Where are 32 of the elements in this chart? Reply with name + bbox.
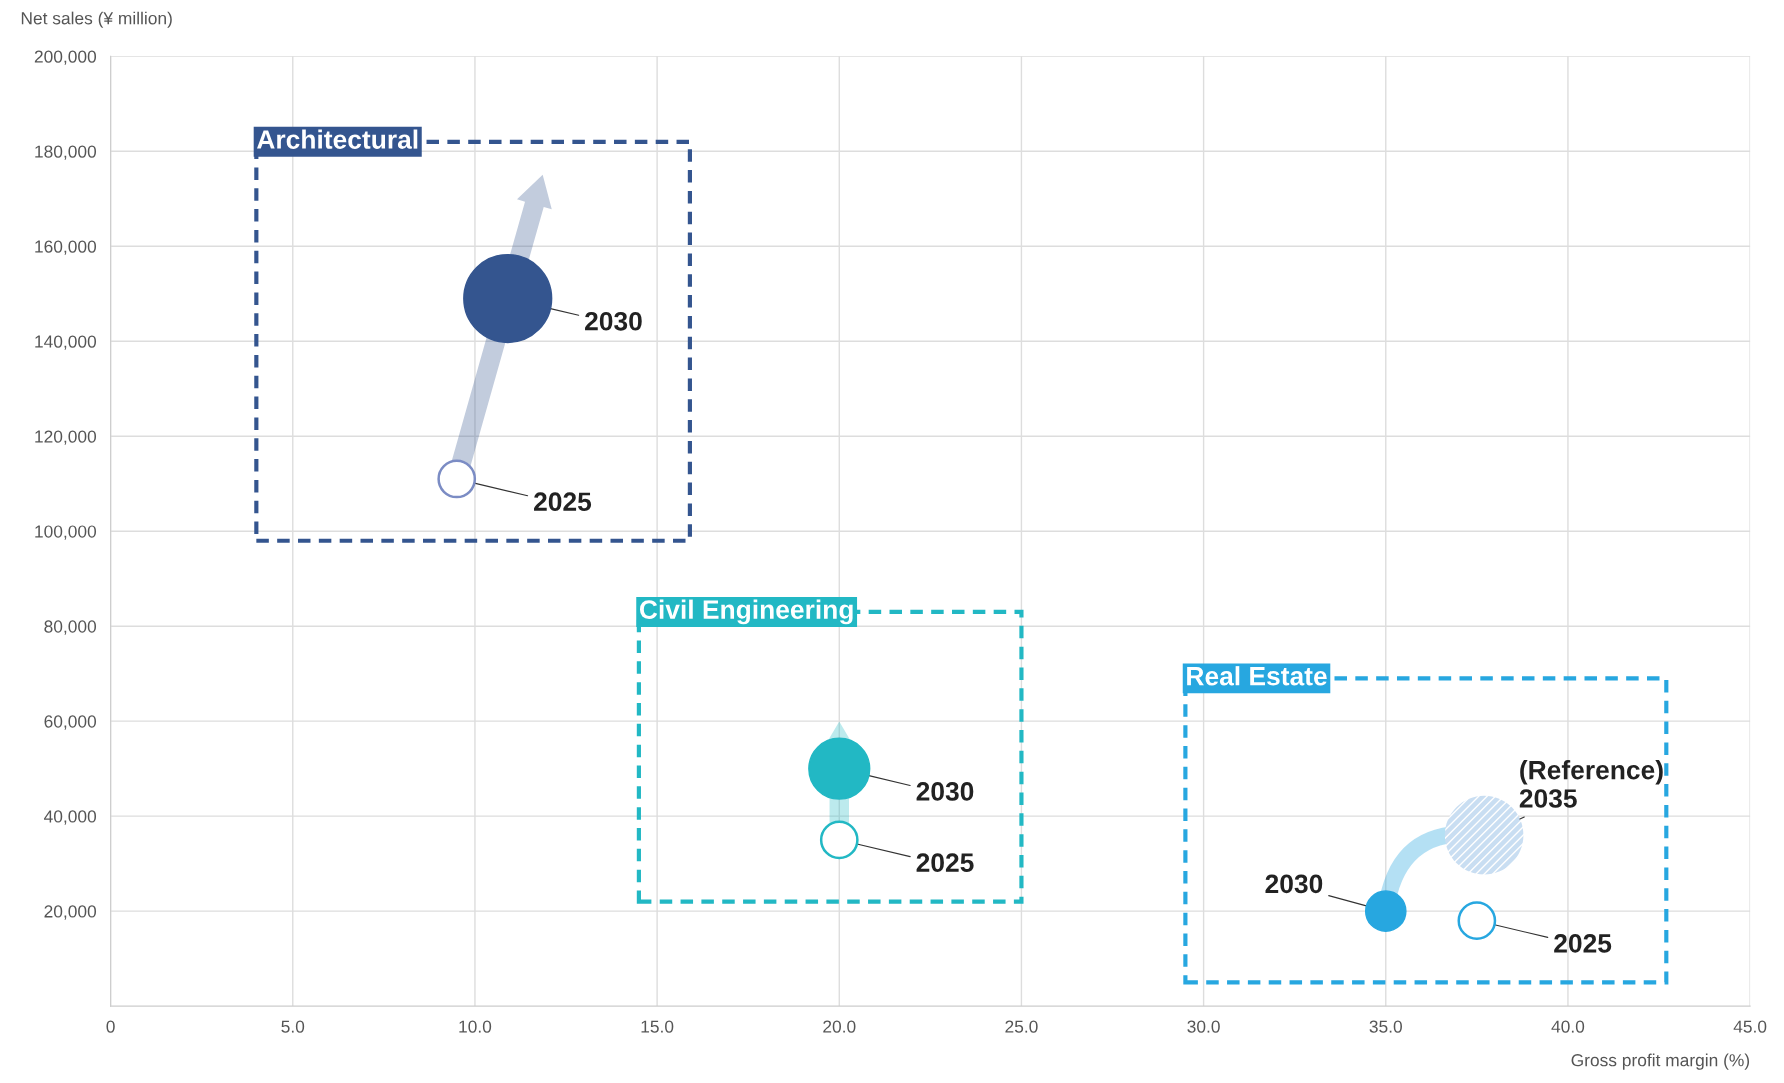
annotation: 2025	[534, 492, 592, 512]
x-tick-label: 5.0	[281, 1020, 305, 1033]
y-tick-label: 40,000	[44, 810, 97, 825]
x-tick-label: 30.0	[1187, 1020, 1220, 1033]
x-tick-label: 15.0	[641, 1020, 674, 1033]
annotation: Civil Engineering	[639, 599, 853, 625]
x-tick-label: 45.0	[1733, 1020, 1767, 1033]
annotation: 2030	[585, 311, 642, 331]
x-tick-label: 20.0	[823, 1020, 856, 1033]
x-tick-label: 10.0	[459, 1020, 492, 1033]
x-tick-label: 40.0	[1551, 1020, 1585, 1033]
annotation: 2030	[1265, 874, 1323, 894]
x-tick-label: 25.0	[1005, 1020, 1038, 1033]
x-axis-title: Gross profit margin (%)	[1571, 1053, 1750, 1070]
annotation: 2030	[916, 782, 974, 801]
y-tick-label: 20,000	[44, 905, 97, 920]
y-tick-label: 100,000	[35, 525, 97, 540]
y-tick-label: 160,000	[35, 240, 97, 255]
x-tick-label: 0	[106, 1020, 115, 1033]
y-axis-title: Net sales (¥ million)	[21, 11, 172, 28]
y-tick-label: 180,000	[35, 145, 97, 160]
x-tick-label: 35.0	[1369, 1020, 1402, 1033]
annotation: 2025	[1554, 934, 1612, 953]
y-tick-label: 140,000	[35, 335, 97, 350]
y-tick-label: 120,000	[35, 430, 97, 445]
y-tick-label: 80,000	[44, 620, 97, 635]
annotation: 2025	[916, 853, 974, 872]
annotation: Architectural	[257, 129, 418, 149]
annotation: (Reference) 2035	[1519, 760, 1663, 808]
annotation: Real Estate	[1187, 666, 1327, 686]
y-tick-label: 60,000	[44, 715, 97, 730]
y-tick-label: 200,000	[34, 50, 97, 65]
